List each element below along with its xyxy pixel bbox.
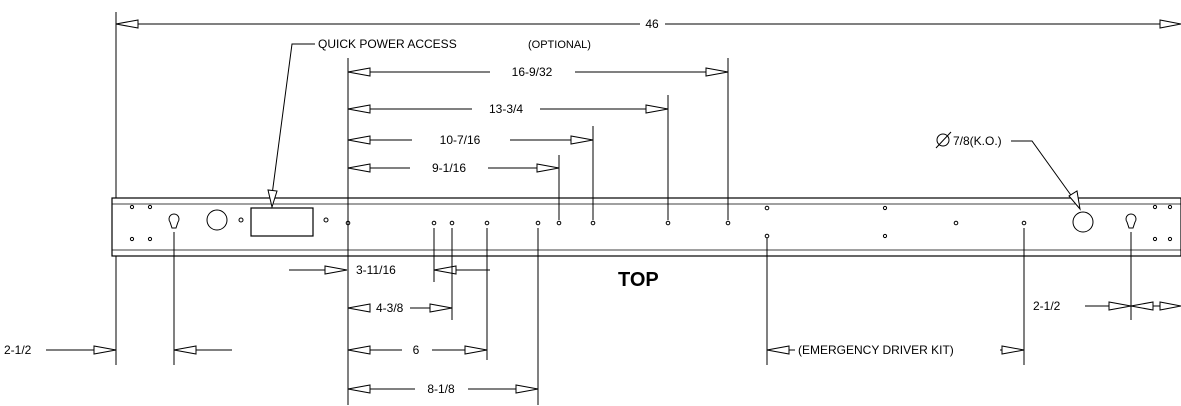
- dim-16-9-32: 16-9/32: [512, 65, 553, 79]
- emergency-driver-kit-dimension: (EMERGENCY DRIVER KIT): [766, 228, 1025, 365]
- right-round-knockout: [1072, 211, 1094, 233]
- dim-3-11-16: 3-11/16: [356, 263, 396, 277]
- right-keyhole: [1125, 213, 1137, 229]
- top-dimensions: 16-9/32 13-3/4 10-7/16 9-1/16: [347, 58, 729, 256]
- view-label-top: TOP: [618, 269, 659, 291]
- diameter-icon: [935, 131, 952, 149]
- quick-power-optional-label: (OPTIONAL): [528, 39, 591, 51]
- left-end-dim-label: 2-1/2: [4, 343, 32, 357]
- knockout-callout: 7/8(K.O.): [935, 131, 1081, 211]
- right-end-dim-label: 2-1/2: [1033, 299, 1061, 313]
- quick-power-callout: QUICK POWER ACCESS (OPTIONAL): [267, 37, 591, 209]
- overall-dimension: 46: [115, 12, 1181, 365]
- quick-power-access-cutout: [250, 207, 314, 237]
- left-round-knockout: [206, 209, 228, 231]
- rail-holes: [129, 204, 1173, 242]
- bottom-dimensions: 3-11/16 4-3/8 6 8-1/8: [289, 228, 539, 405]
- dim-9-1-16: 9-1/16: [432, 161, 466, 175]
- dim-8-1-8: 8-1/8: [427, 382, 455, 396]
- left-end-dimension: 2-1/2: [4, 232, 232, 365]
- dim-6: 6: [413, 343, 420, 357]
- emergency-driver-kit-label: (EMERGENCY DRIVER KIT): [798, 343, 954, 357]
- overall-dimension-label: 46: [645, 17, 659, 31]
- left-keyhole: [168, 213, 180, 229]
- knockout-label: 7/8(K.O.): [953, 134, 1002, 148]
- dim-4-3-8: 4-3/8: [376, 301, 404, 315]
- right-end-dimension: 2-1/2: [1033, 232, 1181, 320]
- quick-power-label: QUICK POWER ACCESS: [318, 37, 457, 51]
- dim-13-3-4: 13-3/4: [489, 102, 523, 116]
- dim-10-7-16: 10-7/16: [440, 133, 481, 147]
